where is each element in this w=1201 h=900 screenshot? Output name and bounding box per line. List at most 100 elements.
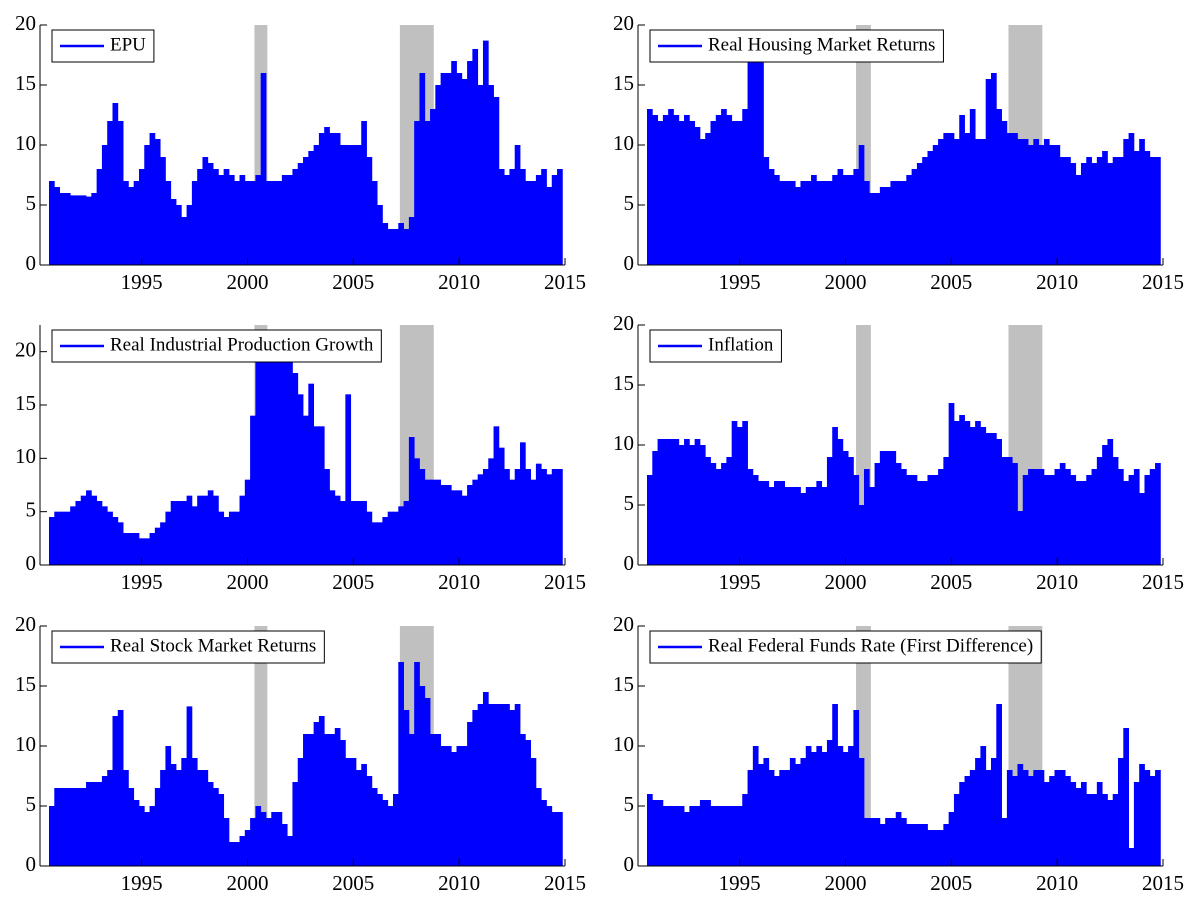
bar [461,79,468,265]
bar [86,490,92,565]
bar [165,181,172,265]
bar [498,447,505,565]
bar [1112,794,1119,866]
bar [541,800,547,866]
bar [202,495,209,565]
bar [313,145,320,265]
bar [948,403,955,565]
panel: 0 5 10 15 20 1995 2000 2005 2010 2015 Inflation [613,311,1184,594]
x-tick-label: 2000 [226,871,268,895]
bar [842,752,849,866]
bar [715,115,722,265]
bar [874,193,881,265]
x-tick-label: 2010 [1036,270,1078,294]
bar [1107,800,1114,866]
bar [885,818,891,866]
bar [154,527,161,565]
bar [731,806,738,866]
y-tick-label: 15 [613,71,634,95]
legend-label: Real Stock Market Returns [110,635,316,656]
bar [355,145,362,265]
panel: 0 5 10 15 20 1995 2000 2005 2010 2015 EPU [15,11,586,294]
bar [535,175,542,265]
bar [223,818,230,866]
bar [662,439,669,565]
bar [1144,475,1151,565]
bar [826,181,833,265]
bar [170,199,177,265]
bar [1102,151,1108,265]
bar [112,103,119,265]
bar [742,421,748,565]
bar [387,806,394,866]
bar [1128,848,1135,866]
bar [461,495,468,565]
bar [557,469,563,565]
bar [541,469,547,565]
bar [1065,776,1071,866]
bar [943,824,950,866]
panel: 0 5 10 15 20 1995 2000 2005 2010 2015 Real Industr… [15,325,586,594]
bar [366,511,373,565]
bar [763,481,770,565]
bar [149,533,156,565]
bar [345,758,352,866]
bar [477,704,484,866]
bar [758,49,764,265]
bar [398,223,404,265]
bar [985,433,992,565]
bar [371,181,378,265]
bar [498,169,505,265]
bar [424,121,431,265]
bar [747,469,754,565]
bar [281,824,288,866]
legend: Inflation [649,329,782,363]
bar [953,794,960,866]
bar [1065,469,1071,565]
bar [138,538,145,565]
bar [546,806,553,866]
bar [228,175,235,265]
x-tick-label: 1995 [719,570,761,594]
bar [186,495,193,565]
bar [451,752,457,866]
bar [138,169,145,265]
bar [551,175,558,265]
bar [525,740,531,866]
bar [149,133,156,265]
bar [504,469,510,565]
bar [901,469,907,565]
bar [213,495,219,565]
bar [303,157,309,265]
bar [144,145,150,265]
bar [318,426,325,565]
bar [1028,776,1034,866]
x-tick-label: 2005 [332,871,374,895]
bar [318,716,325,866]
y-tick-label: 15 [15,71,36,95]
bar [673,439,680,565]
bar [96,169,103,265]
bar [387,511,394,565]
bar [684,115,690,265]
bar [530,181,537,265]
y-tick-label: 0 [624,551,635,575]
bar [117,710,124,866]
bar [91,193,98,265]
bar [821,752,828,866]
bar [1112,457,1119,565]
bar [964,421,971,565]
bar [271,351,277,565]
bar [1155,157,1161,265]
bar [1022,475,1029,565]
bar [1049,475,1055,565]
bar [1144,151,1151,265]
bar [832,704,838,866]
bar [514,145,521,265]
bar [382,517,389,565]
bar [964,776,971,866]
bar [795,187,801,265]
bar [482,469,489,565]
bar [382,223,389,265]
bar [1102,794,1108,866]
